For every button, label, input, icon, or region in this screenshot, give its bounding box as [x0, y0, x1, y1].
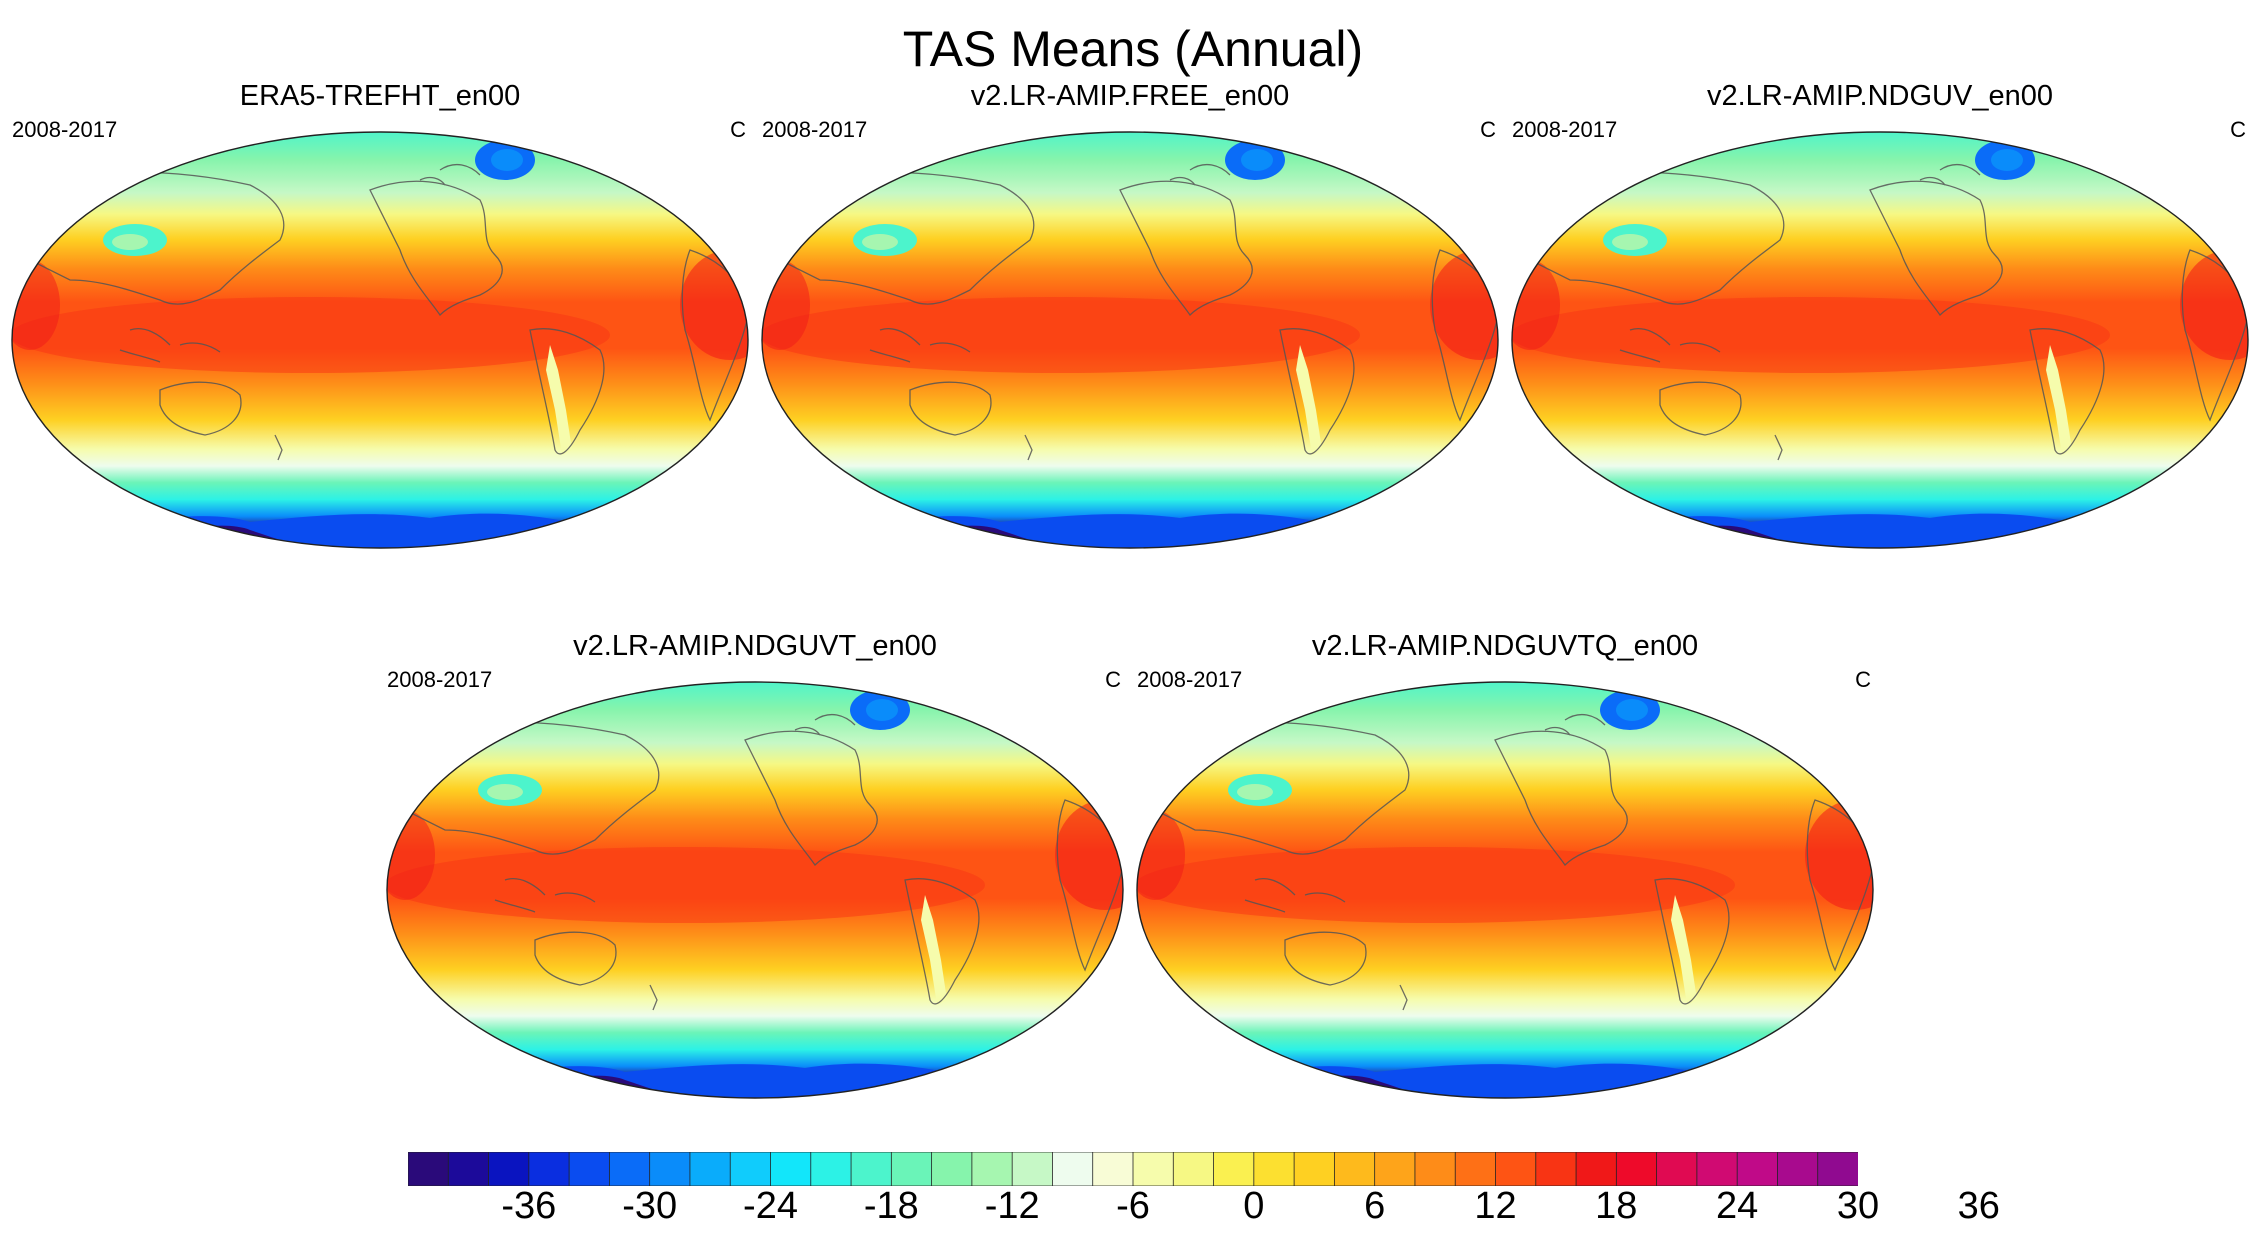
colorbar-swatch — [1817, 1152, 1858, 1186]
colorbar-swatch — [1011, 1152, 1054, 1186]
colorbar-swatch — [1052, 1152, 1094, 1186]
panel-title: v2.LR-AMIP.NDGUV_en00 — [1706, 80, 2053, 112]
panel-units: C — [730, 117, 746, 142]
colorbar-swatch — [1172, 1152, 1215, 1186]
map-panel-era5: ERA5-TREFHT_en00 2008-2017 C — [10, 80, 750, 550]
map-panel-ndguv: v2.LR-AMIP.NDGUV_en00 2008-2017 C — [1510, 80, 2250, 550]
colorbar-tick-label: -12 — [984, 1185, 1040, 1227]
panel-units: C — [1105, 667, 1121, 692]
colorbar-swatch — [1736, 1152, 1779, 1186]
colorbar-tick-label: 0 — [1243, 1185, 1265, 1227]
panel-title: v2.LR-AMIP.NDGUVTQ_en00 — [1311, 630, 1699, 662]
colorbar — [408, 1152, 1858, 1186]
colorbar-swatch — [850, 1152, 893, 1186]
colorbar-swatch — [1213, 1152, 1255, 1186]
colorbar-tick-label: 36 — [1957, 1185, 2000, 1227]
colorbar-swatch — [568, 1152, 611, 1186]
colorbar-swatch — [1615, 1152, 1658, 1186]
colorbar-swatch — [1535, 1152, 1577, 1186]
colorbar-swatch — [1414, 1152, 1457, 1186]
panel-units: C — [1480, 117, 1496, 142]
panel-period: 2008-2017 — [762, 117, 868, 142]
panel-period: 2008-2017 — [1137, 667, 1243, 692]
colorbar-swatch — [1696, 1152, 1739, 1186]
temperature-map — [10, 130, 750, 550]
colorbar-swatch — [488, 1152, 530, 1186]
colorbar-swatch — [890, 1152, 933, 1186]
colorbar-swatch — [1656, 1152, 1698, 1186]
colorbar-swatch — [689, 1152, 732, 1186]
map-panel-ndguvt: v2.LR-AMIP.NDGUVT_en00 2008-2017 C — [385, 630, 1125, 1100]
panel-units: C — [1855, 667, 1871, 692]
panel-title: v2.LR-AMIP.FREE_en00 — [970, 80, 1290, 112]
panel-period: 2008-2017 — [387, 667, 493, 692]
panel-title: ERA5-TREFHT_en00 — [239, 80, 521, 112]
panel-units: C — [2230, 117, 2246, 142]
colorbar-swatch — [608, 1152, 651, 1186]
colorbar-tick-label: -6 — [1116, 1185, 1150, 1227]
colorbar-tick-label: -36 — [501, 1185, 557, 1227]
temperature-map — [760, 130, 1500, 550]
temperature-map — [1510, 130, 2250, 550]
map-panel-free: v2.LR-AMIP.FREE_en00 2008-2017 C — [760, 80, 1500, 550]
colorbar-tick-label: 24 — [1716, 1185, 1759, 1227]
temperature-map — [1135, 680, 1875, 1100]
colorbar-swatch — [1132, 1152, 1175, 1186]
colorbar-tick-label: -18 — [863, 1185, 919, 1227]
map-panel-ndguvtq: v2.LR-AMIP.NDGUVTQ_en00 2008-2017 C — [1135, 630, 1875, 1100]
colorbar-swatch — [1575, 1152, 1618, 1186]
colorbar-swatch — [971, 1152, 1014, 1186]
panel-period: 2008-2017 — [1512, 117, 1618, 142]
panel-title: v2.LR-AMIP.NDGUVT_en00 — [573, 630, 937, 662]
colorbar-swatch — [649, 1152, 691, 1186]
colorbar-swatch — [1333, 1152, 1376, 1186]
colorbar-tick-label: 18 — [1595, 1185, 1638, 1227]
figure-title: TAS Means (Annual) — [902, 21, 1364, 77]
colorbar-swatch — [408, 1152, 450, 1186]
colorbar-swatch — [1374, 1152, 1416, 1186]
colorbar-swatch — [1092, 1152, 1134, 1186]
colorbar-swatch — [729, 1152, 772, 1186]
panel-period: 2008-2017 — [12, 117, 118, 142]
colorbar-tick-label: 30 — [1836, 1185, 1880, 1227]
colorbar-swatch — [1495, 1152, 1537, 1186]
colorbar-swatch — [770, 1152, 812, 1186]
colorbar-swatch — [1293, 1152, 1336, 1186]
colorbar-swatch — [528, 1152, 571, 1186]
colorbar-tick-label: 12 — [1474, 1185, 1517, 1227]
colorbar-swatch — [447, 1152, 490, 1186]
colorbar-swatch — [810, 1152, 852, 1186]
colorbar-swatch — [1777, 1152, 1819, 1186]
colorbar-swatch — [931, 1152, 973, 1186]
colorbar-swatch — [1253, 1152, 1296, 1186]
colorbar-tick-label: -24 — [743, 1185, 798, 1227]
colorbar-tick-label: 6 — [1364, 1185, 1386, 1227]
temperature-map — [385, 680, 1125, 1100]
colorbar-tick-label: -30 — [622, 1185, 678, 1227]
colorbar-swatch — [1454, 1152, 1497, 1186]
